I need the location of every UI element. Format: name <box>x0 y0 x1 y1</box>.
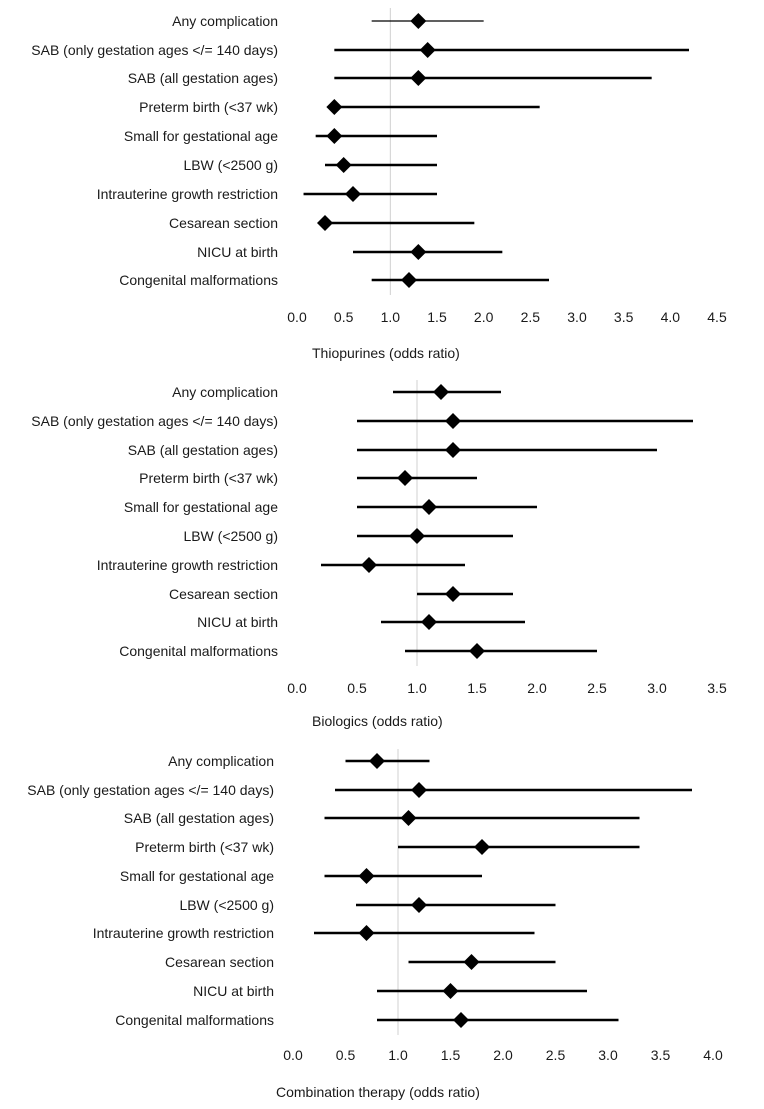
category-label: Cesarean section <box>165 954 274 970</box>
category-label: SAB (only gestation ages </= 140 days) <box>31 42 278 58</box>
x-tick-label: 1.5 <box>467 680 487 696</box>
category-label: Preterm birth (<37 wk) <box>135 839 274 855</box>
category-label: Congenital malformations <box>119 272 278 288</box>
odds-ratio-marker <box>397 470 413 486</box>
x-tick-label: 1.5 <box>441 1047 461 1063</box>
x-tick-label: 0.5 <box>347 680 367 696</box>
category-label: SAB (all gestation ages) <box>128 70 278 86</box>
odds-ratio-marker <box>469 643 485 659</box>
x-tick-label: 3.5 <box>707 680 727 696</box>
category-label: Small for gestational age <box>124 499 278 515</box>
x-tick-label: 3.0 <box>567 309 587 325</box>
x-tick-label: 1.0 <box>388 1047 408 1063</box>
odds-ratio-marker <box>369 753 385 769</box>
category-label: LBW (<2500 g) <box>183 157 278 173</box>
category-label: NICU at birth <box>197 614 278 630</box>
odds-ratio-marker <box>410 13 427 29</box>
odds-ratio-marker <box>317 215 333 231</box>
category-label: Any complication <box>172 13 278 29</box>
category-label: Any complication <box>168 753 274 769</box>
odds-ratio-marker <box>335 157 352 173</box>
x-tick-label: 2.5 <box>546 1047 566 1063</box>
category-label: Congenital malformations <box>115 1012 274 1028</box>
x-tick-label: 1.0 <box>407 680 427 696</box>
x-tick-label: 2.5 <box>587 680 607 696</box>
category-label: Cesarean section <box>169 215 278 231</box>
x-tick-label: 4.0 <box>703 1047 723 1063</box>
category-label: SAB (all gestation ages) <box>124 810 274 826</box>
odds-ratio-marker <box>433 384 449 400</box>
odds-ratio-marker <box>326 99 343 115</box>
x-tick-label: 2.0 <box>474 309 494 325</box>
x-tick-label: 0.5 <box>336 1047 356 1063</box>
odds-ratio-marker <box>419 42 436 58</box>
odds-ratio-marker <box>411 897 427 913</box>
odds-ratio-marker <box>401 272 417 288</box>
x-tick-label: 2.0 <box>527 680 547 696</box>
odds-ratio-marker <box>445 442 461 458</box>
category-label: Congenital malformations <box>119 643 278 659</box>
odds-ratio-marker <box>474 839 490 855</box>
x-tick-label: 3.5 <box>614 309 634 325</box>
category-label: Preterm birth (<37 wk) <box>139 99 278 115</box>
x-tick-label: 3.0 <box>598 1047 618 1063</box>
category-label: SAB (all gestation ages) <box>128 442 278 458</box>
category-label: SAB (only gestation ages </= 140 days) <box>27 782 274 798</box>
x-tick-label: 0.0 <box>283 1047 303 1063</box>
odds-ratio-marker <box>410 244 427 260</box>
odds-ratio-marker <box>445 586 461 602</box>
category-label: Small for gestational age <box>124 128 278 144</box>
odds-ratio-marker <box>463 954 480 970</box>
odds-ratio-marker <box>421 499 437 515</box>
category-label: NICU at birth <box>193 983 274 999</box>
category-label: Intrauterine growth restriction <box>97 557 278 573</box>
category-label: SAB (only gestation ages </= 140 days) <box>31 413 278 429</box>
odds-ratio-marker <box>411 782 427 798</box>
category-label: LBW (<2500 g) <box>179 897 274 913</box>
x-tick-label: 4.0 <box>661 309 681 325</box>
odds-ratio-marker <box>345 186 361 202</box>
odds-ratio-marker <box>400 810 417 826</box>
odds-ratio-marker <box>442 983 459 999</box>
category-label: Intrauterine growth restriction <box>97 186 278 202</box>
category-label: Intrauterine growth restriction <box>93 925 274 941</box>
odds-ratio-marker <box>326 128 343 144</box>
odds-ratio-marker <box>358 868 375 884</box>
x-tick-label: 1.0 <box>381 309 401 325</box>
x-tick-label: 0.5 <box>334 309 354 325</box>
odds-ratio-marker <box>453 1012 469 1028</box>
x-axis-title: Thiopurines (odds ratio) <box>312 345 460 361</box>
x-tick-label: 1.5 <box>427 309 447 325</box>
x-tick-label: 2.5 <box>521 309 541 325</box>
category-label: Cesarean section <box>169 586 278 602</box>
x-tick-label: 0.0 <box>287 680 307 696</box>
odds-ratio-marker <box>361 557 377 573</box>
x-tick-label: 3.5 <box>651 1047 671 1063</box>
odds-ratio-marker <box>421 614 437 630</box>
x-tick-label: 3.0 <box>647 680 667 696</box>
odds-ratio-marker <box>409 528 425 544</box>
x-tick-label: 0.0 <box>287 309 307 325</box>
odds-ratio-marker <box>445 413 461 429</box>
odds-ratio-marker <box>410 70 427 86</box>
x-axis-title: Combination therapy (odds ratio) <box>276 1084 480 1100</box>
category-label: LBW (<2500 g) <box>183 528 278 544</box>
x-tick-label: 4.5 <box>707 309 727 325</box>
category-label: Any complication <box>172 384 278 400</box>
category-label: Small for gestational age <box>120 868 274 884</box>
category-label: NICU at birth <box>197 244 278 260</box>
x-axis-title: Biologics (odds ratio) <box>312 713 443 729</box>
x-tick-label: 2.0 <box>493 1047 513 1063</box>
odds-ratio-marker <box>358 925 375 941</box>
category-label: Preterm birth (<37 wk) <box>139 470 278 486</box>
